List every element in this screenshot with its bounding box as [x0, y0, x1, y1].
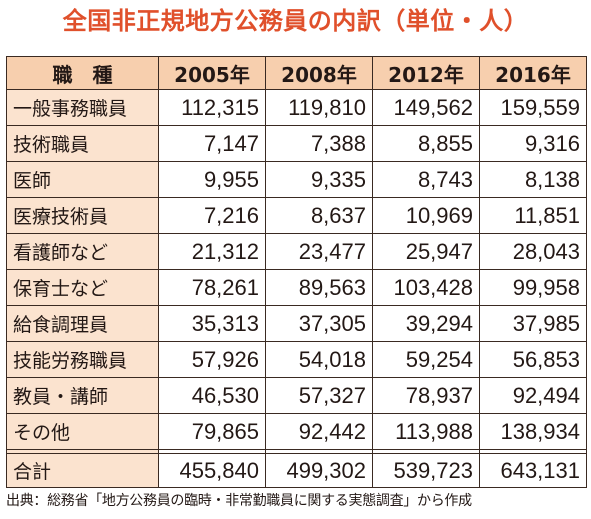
cell-value: 7,388 — [265, 125, 373, 162]
cell-value: 25,947 — [372, 233, 480, 270]
source-note: 出典：総務省「地方公務員の臨時・非常勤職員に関する実態調査」から作成 — [6, 493, 472, 509]
cell-value: 159,559 — [479, 89, 587, 126]
row-label: 医療技術員 — [6, 197, 159, 234]
row-label: 技能労務職員 — [6, 341, 159, 378]
cell-value: 57,926 — [158, 341, 266, 378]
cell-value: 28,043 — [479, 233, 587, 270]
cell-value: 54,018 — [265, 341, 373, 378]
table-row: 一般事務職員 112,315 119,810 149,562 159,559 — [6, 89, 587, 126]
table-row: 保育士など 78,261 89,563 103,428 99,958 — [6, 269, 587, 306]
cell-value: 7,147 — [158, 125, 266, 162]
table-row: 看護師など 21,312 23,477 25,947 28,043 — [6, 233, 587, 270]
cell-value: 9,955 — [158, 161, 266, 198]
cell-value: 149,562 — [372, 89, 480, 126]
row-label: 給食調理員 — [6, 305, 159, 342]
cell-value: 103,428 — [372, 269, 480, 306]
cell-value: 37,985 — [479, 305, 587, 342]
cell-value: 10,969 — [372, 197, 480, 234]
table-row: 技術職員 7,147 7,388 8,855 9,316 — [6, 125, 587, 162]
cell-value: 113,988 — [372, 413, 480, 450]
cell-value: 39,294 — [372, 305, 480, 342]
cell-value: 112,315 — [158, 89, 266, 126]
cell-value: 9,335 — [265, 161, 373, 198]
total-label: 合計 — [6, 453, 159, 488]
row-label: 医師 — [6, 161, 159, 198]
cell-value: 21,312 — [158, 233, 266, 270]
header-year-2005: 2005年 — [158, 56, 266, 90]
header-year-2016: 2016年 — [479, 56, 587, 90]
total-value: 455,840 — [158, 453, 266, 488]
cell-value: 37,305 — [265, 305, 373, 342]
row-label: その他 — [6, 413, 159, 450]
row-label: 保育士など — [6, 269, 159, 306]
table-row: 医師 9,955 9,335 8,743 8,138 — [6, 161, 587, 198]
total-value: 539,723 — [372, 453, 480, 488]
table-row: 医療技術員 7,216 8,637 10,969 11,851 — [6, 197, 587, 234]
cell-value: 59,254 — [372, 341, 480, 378]
row-label: 看護師など — [6, 233, 159, 270]
cell-value: 23,477 — [265, 233, 373, 270]
cell-value: 8,855 — [372, 125, 480, 162]
cell-value: 79,865 — [158, 413, 266, 450]
cell-value: 92,442 — [265, 413, 373, 450]
page-title: 全国非正規地方公務員の内訳（単位・人） — [62, 7, 529, 35]
cell-value: 57,327 — [265, 377, 373, 414]
header-year-2008: 2008年 — [265, 56, 373, 90]
table-header-row: 職 種 2005年 2008年 2012年 2016年 — [6, 56, 587, 90]
row-label: 教員・講師 — [6, 377, 159, 414]
total-value: 499,302 — [265, 453, 373, 488]
cell-value: 35,313 — [158, 305, 266, 342]
cell-value: 78,261 — [158, 269, 266, 306]
header-year-2012: 2012年 — [372, 56, 480, 90]
cell-value: 78,937 — [372, 377, 480, 414]
table-row: 教員・講師 46,530 57,327 78,937 92,494 — [6, 377, 587, 414]
cell-value: 119,810 — [265, 89, 373, 126]
table-row: その他 79,865 92,442 113,988 138,934 — [6, 413, 587, 450]
total-value: 643,131 — [479, 453, 587, 488]
table-total-row: 合計 455,840 499,302 539,723 643,131 — [6, 453, 587, 488]
cell-value: 99,958 — [479, 269, 587, 306]
table-row: 技能労務職員 57,926 54,018 59,254 56,853 — [6, 341, 587, 378]
cell-value: 8,637 — [265, 197, 373, 234]
cell-value: 138,934 — [479, 413, 587, 450]
cell-value: 7,216 — [158, 197, 266, 234]
cell-value: 92,494 — [479, 377, 587, 414]
cell-value: 8,138 — [479, 161, 587, 198]
cell-value: 46,530 — [158, 377, 266, 414]
cell-value: 8,743 — [372, 161, 480, 198]
staff-breakdown-table: 職 種 2005年 2008年 2012年 2016年 一般事務職員 112,3… — [6, 56, 587, 488]
table-row: 給食調理員 35,313 37,305 39,294 37,985 — [6, 305, 587, 342]
cell-value: 9,316 — [479, 125, 587, 162]
header-job-type: 職 種 — [6, 56, 159, 90]
cell-value: 89,563 — [265, 269, 373, 306]
row-label: 技術職員 — [6, 125, 159, 162]
cell-value: 11,851 — [479, 197, 587, 234]
row-label: 一般事務職員 — [6, 89, 159, 126]
cell-value: 56,853 — [479, 341, 587, 378]
